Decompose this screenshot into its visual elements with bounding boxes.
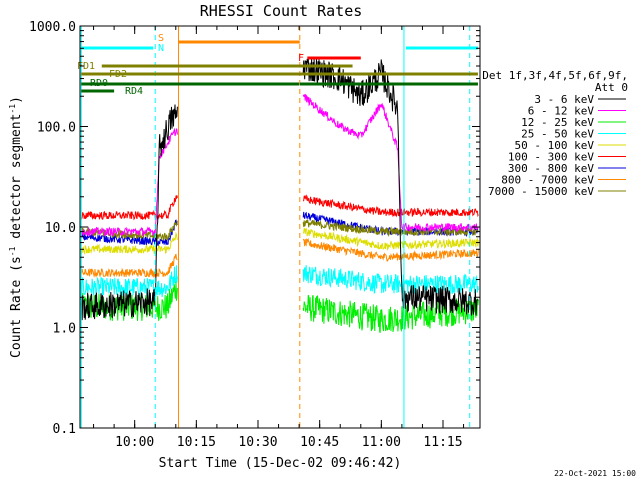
y-axis-label-sup2: -1 — [8, 104, 17, 114]
annotation-rd4: RD4 — [125, 86, 143, 97]
x-tick-label: 10:00 — [115, 435, 154, 450]
y-axis-label-part1: Count Rate (s — [9, 256, 24, 358]
trace-800-7000keV — [80, 237, 479, 279]
y-axis-label-part2: detector segment — [9, 114, 24, 247]
legend: Det 1f,3f,4f,5f,6f,9f, Att 0 3 - 6 keV6 … — [482, 69, 628, 198]
annotation-fd2: FD2 — [109, 69, 127, 80]
generation-timestamp: 22-Oct-2021 15:00 — [554, 469, 636, 478]
y-axis-label-sup1: -1 — [8, 246, 17, 256]
x-axis-ticks: 10:00 10:15 10:30 10:45 11:00 11:15 — [93, 26, 465, 450]
annotation-n: N — [158, 43, 164, 54]
legend-label: 50 - 100 keV — [515, 139, 595, 152]
x-axis-label: Start Time (15-Dec-02 09:46:42) — [159, 456, 402, 471]
trace-12-25keV — [80, 279, 479, 333]
chart-title: RHESSI Count Rates — [200, 2, 363, 20]
y-axis-label-part3: ) — [9, 96, 24, 104]
legend-label: 7000 - 15000 keV — [488, 185, 594, 198]
trace-6-12keV — [80, 93, 479, 238]
y-tick-label: 1000.0 — [29, 20, 76, 35]
y-axis-ticks: 0.1 1.0 10.0 100.0 1000.0 — [29, 20, 480, 437]
annotation-rd0: RD0 — [90, 78, 108, 89]
y-tick-label: 100.0 — [37, 121, 76, 136]
legend-label: 25 - 50 keV — [521, 128, 594, 141]
x-tick-label: 10:15 — [177, 435, 216, 450]
trace-100-300keV — [80, 194, 479, 221]
x-tick-label: 10:30 — [238, 435, 277, 450]
trace-7000-15000keV — [80, 219, 479, 242]
annotation-s: S — [158, 33, 164, 44]
y-tick-label: 1.0 — [53, 322, 76, 337]
legend-label: 3 - 6 keV — [534, 93, 594, 106]
annotation-fd1: FD1 — [77, 61, 95, 72]
trace-50-100keV — [80, 227, 479, 255]
x-tick-label: 11:00 — [362, 435, 401, 450]
legend-label: 100 - 300 keV — [508, 151, 594, 164]
legend-header-line1: Det 1f,3f,4f,5f,6f,9f, — [482, 69, 628, 82]
y-axis-label: Count Rate (s-1 detector segment-1) — [8, 96, 24, 358]
y-tick-label: 0.1 — [53, 422, 76, 437]
legend-label: 12 - 25 keV — [521, 116, 594, 129]
data-traces — [80, 57, 479, 333]
legend-label: 800 - 7000 keV — [501, 174, 594, 187]
trace-25-50keV — [80, 265, 479, 299]
legend-label: 6 - 12 keV — [528, 105, 595, 118]
x-tick-label: 10:45 — [300, 435, 339, 450]
annotation-f: F — [298, 53, 304, 64]
legend-label: 300 - 800 keV — [508, 162, 594, 175]
x-tick-label: 11:15 — [423, 435, 462, 450]
legend-header-line2: Att 0 — [595, 81, 628, 94]
y-tick-label: 10.0 — [45, 221, 76, 236]
